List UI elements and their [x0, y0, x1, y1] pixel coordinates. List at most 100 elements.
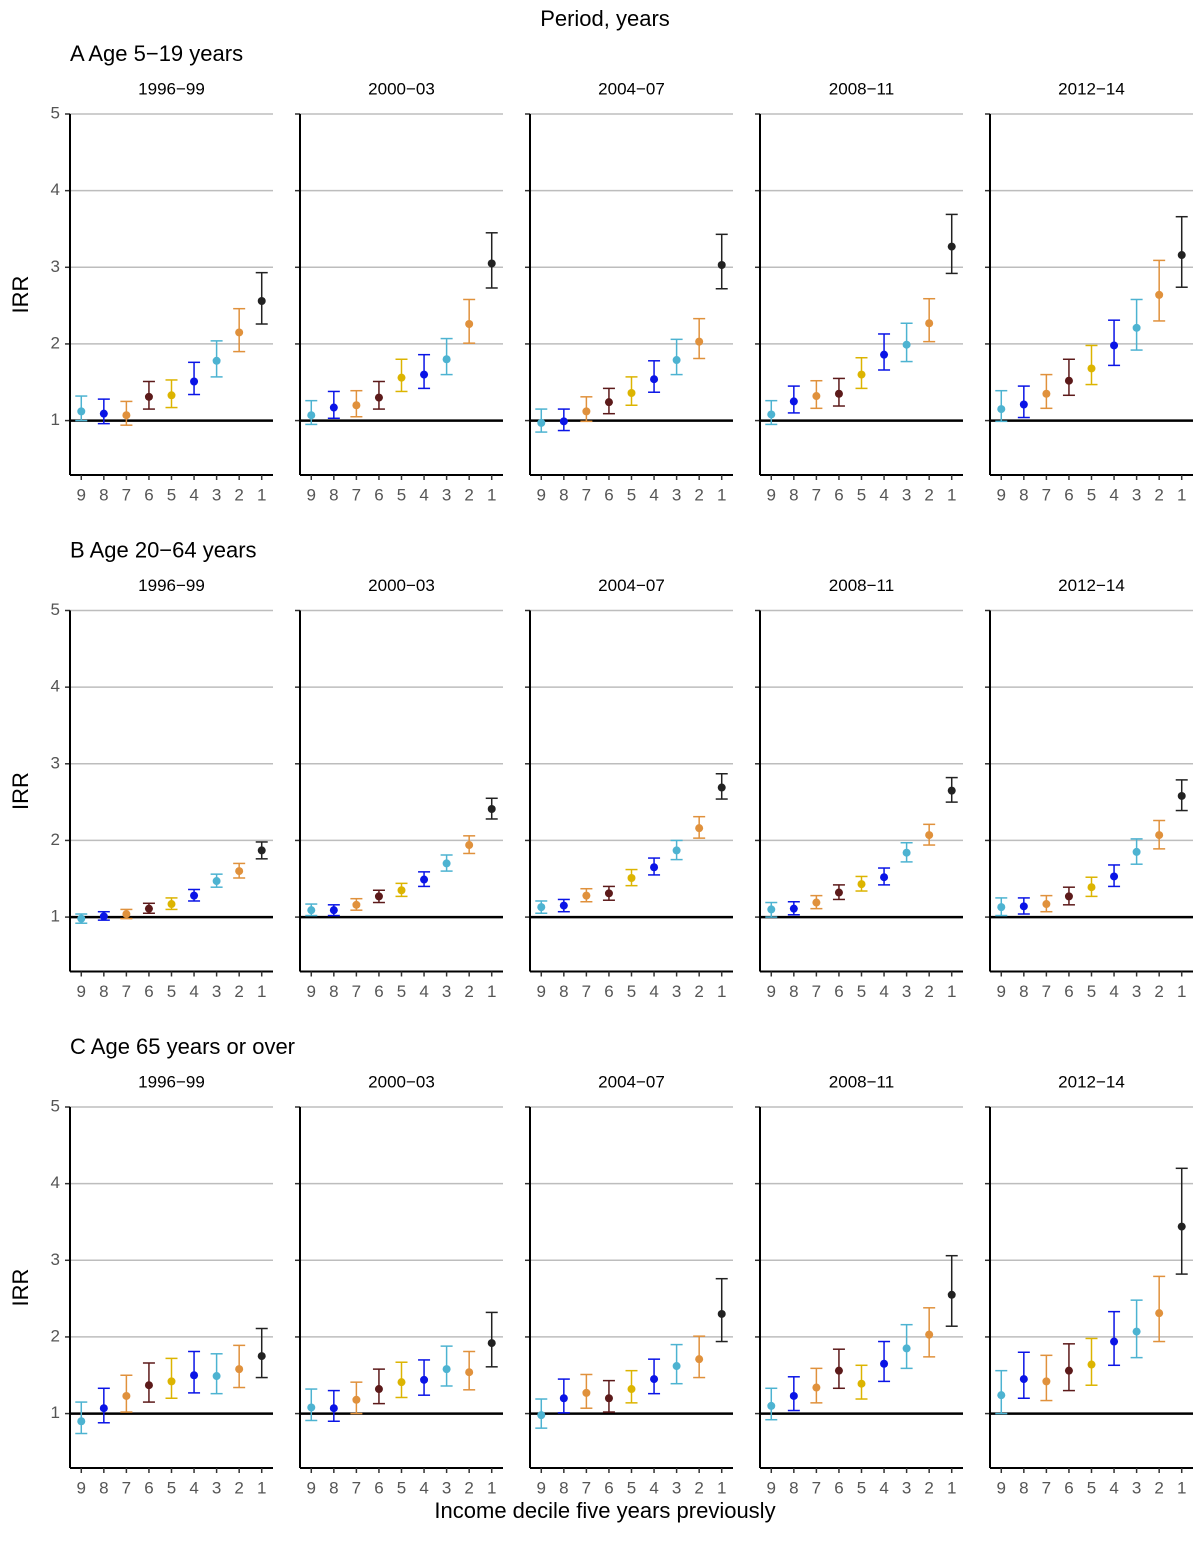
- x-tick-label: 1: [257, 1478, 266, 1497]
- point: [604, 889, 613, 898]
- point: [812, 898, 821, 907]
- point: [997, 405, 1006, 414]
- x-tick-label: 3: [442, 1478, 451, 1497]
- point: [1064, 1366, 1073, 1375]
- x-tick-label: 4: [879, 485, 888, 504]
- x-tick-label: 7: [352, 982, 361, 1001]
- point: [767, 905, 776, 914]
- panel-title: 2008−11: [829, 1072, 894, 1091]
- point: [1155, 831, 1164, 840]
- x-tick-label: 8: [329, 982, 338, 1001]
- point: [1042, 900, 1051, 909]
- point: [1087, 364, 1096, 373]
- point: [857, 880, 866, 889]
- x-tick-label: 2: [464, 1478, 473, 1497]
- y-tick-label: 3: [51, 257, 60, 276]
- point: [167, 391, 176, 400]
- point: [144, 1381, 153, 1390]
- point: [695, 337, 704, 346]
- x-tick-label: 6: [144, 485, 153, 504]
- x-tick-label: 9: [307, 982, 316, 1001]
- point: [235, 1365, 244, 1374]
- point: [672, 846, 681, 855]
- point: [834, 888, 843, 897]
- row-title: C Age 65 years or over: [70, 1034, 295, 1059]
- x-tick-label: 4: [189, 485, 198, 504]
- x-tick-label: 8: [559, 485, 568, 504]
- point: [144, 904, 153, 913]
- y-tick-label: 5: [51, 600, 60, 619]
- x-tick-label: 2: [464, 982, 473, 1001]
- panel-title: 2012−14: [1058, 1072, 1125, 1091]
- point: [487, 805, 496, 814]
- point: [947, 1290, 956, 1299]
- x-tick-label: 7: [812, 982, 821, 1001]
- x-tick-label: 2: [464, 485, 473, 504]
- point: [717, 1309, 726, 1318]
- x-tick-label: 1: [717, 485, 726, 504]
- y-tick-label: 1: [51, 1403, 60, 1422]
- point: [627, 873, 636, 882]
- point: [1110, 1337, 1119, 1346]
- panel-title: 2000−03: [368, 79, 435, 98]
- point: [997, 903, 1006, 912]
- point: [420, 875, 429, 884]
- x-tick-label: 7: [582, 485, 591, 504]
- x-tick-label: 4: [879, 982, 888, 1001]
- point: [857, 1379, 866, 1388]
- point: [902, 848, 911, 857]
- panel-title: 2008−11: [829, 79, 894, 98]
- x-tick-label: 4: [649, 1478, 658, 1497]
- point: [487, 1339, 496, 1348]
- point: [1042, 1377, 1051, 1386]
- point: [1110, 341, 1119, 350]
- chart-title: Period, years: [540, 6, 670, 31]
- x-tick-label: 1: [257, 982, 266, 1001]
- point: [812, 1383, 821, 1392]
- x-tick-label: 8: [789, 485, 798, 504]
- point: [604, 1394, 613, 1403]
- y-tick-label: 2: [51, 333, 60, 352]
- point: [1019, 1375, 1028, 1384]
- point: [77, 407, 86, 416]
- point: [947, 786, 956, 795]
- point: [902, 1344, 911, 1353]
- point: [212, 1372, 221, 1381]
- x-tick-label: 2: [234, 485, 243, 504]
- point: [465, 841, 474, 850]
- point: [122, 910, 131, 919]
- x-tick-label: 9: [537, 982, 546, 1001]
- x-tick-label: 1: [487, 982, 496, 1001]
- x-tick-label: 3: [212, 485, 221, 504]
- x-tick-label: 6: [834, 485, 843, 504]
- x-tick-label: 5: [627, 485, 636, 504]
- y-tick-label: 2: [51, 1326, 60, 1345]
- point: [559, 901, 568, 910]
- point: [144, 392, 153, 401]
- point: [537, 1411, 546, 1420]
- point: [1132, 323, 1141, 332]
- panel-title: 2012−14: [1058, 576, 1125, 595]
- point: [1177, 791, 1186, 800]
- y-tick-label: 1: [51, 907, 60, 926]
- point: [1132, 1327, 1141, 1336]
- x-tick-label: 5: [1087, 982, 1096, 1001]
- point: [627, 388, 636, 397]
- x-tick-label: 9: [997, 982, 1006, 1001]
- point: [442, 859, 451, 868]
- point: [834, 1366, 843, 1375]
- point: [235, 867, 244, 876]
- x-tick-label: 8: [1019, 485, 1028, 504]
- x-tick-label: 8: [789, 982, 798, 1001]
- x-tick-label: 1: [487, 1478, 496, 1497]
- x-tick-label: 6: [1064, 1478, 1073, 1497]
- x-tick-label: 8: [1019, 1478, 1028, 1497]
- point: [397, 1378, 406, 1387]
- point: [902, 340, 911, 349]
- x-tick-label: 5: [627, 1478, 636, 1497]
- point: [880, 873, 889, 882]
- panel-title: 2000−03: [368, 1072, 435, 1091]
- point: [190, 891, 199, 900]
- point: [1155, 1309, 1164, 1318]
